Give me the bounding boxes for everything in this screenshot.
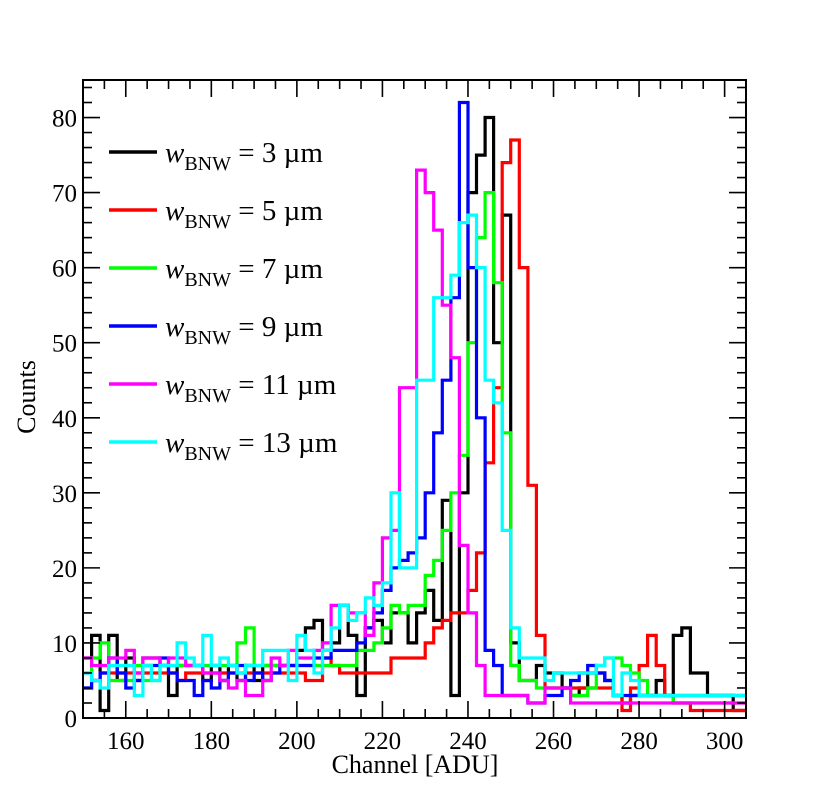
legend-entry: wBNW = 13 µm [165, 427, 338, 465]
x-tick-label: 220 [364, 728, 402, 755]
x-tick-label: 160 [107, 728, 145, 755]
legend-entry: wBNW = 7 µm [165, 253, 323, 291]
x-tick-label: 240 [449, 728, 487, 755]
legend-entry: wBNW = 11 µm [165, 369, 337, 407]
y-tick-label: 60 [52, 256, 77, 283]
y-tick-label: 10 [52, 631, 77, 658]
y-tick-label: 30 [52, 481, 77, 508]
plot-frame [82, 79, 747, 719]
x-tick-label: 280 [620, 728, 658, 755]
series-line-6 [83, 213, 746, 698]
legend-entry: wBNW = 3 µm [165, 137, 323, 175]
legend-entry: wBNW = 9 µm [165, 311, 323, 349]
y-tick-label: 20 [52, 556, 77, 583]
x-tick-label: 300 [706, 728, 744, 755]
x-tick-label: 260 [535, 728, 573, 755]
y-tick-label: 40 [52, 406, 77, 433]
legend-entry: wBNW = 5 µm [165, 195, 323, 233]
y-tick-label: 0 [65, 706, 78, 733]
y-axis-title: Counts [12, 360, 41, 434]
y-tick-label: 50 [52, 331, 77, 358]
tick-layer: 160 180 200 220 240 260 280 300 0 10 20 30 40 50 60 70 8… [52, 80, 747, 755]
series-line-5 [83, 168, 746, 705]
series-layer [83, 100, 746, 713]
x-tick-label: 200 [278, 728, 316, 755]
y-tick-label: 70 [52, 181, 77, 208]
x-tick-label: 180 [193, 728, 231, 755]
y-tick-label: 80 [52, 106, 77, 133]
x-axis-title: Channel [ADU] [332, 750, 499, 779]
legend: wBNW = 3 µm wBNW = 5 µm wBNW = 7 µm wBNW = … [109, 137, 338, 465]
